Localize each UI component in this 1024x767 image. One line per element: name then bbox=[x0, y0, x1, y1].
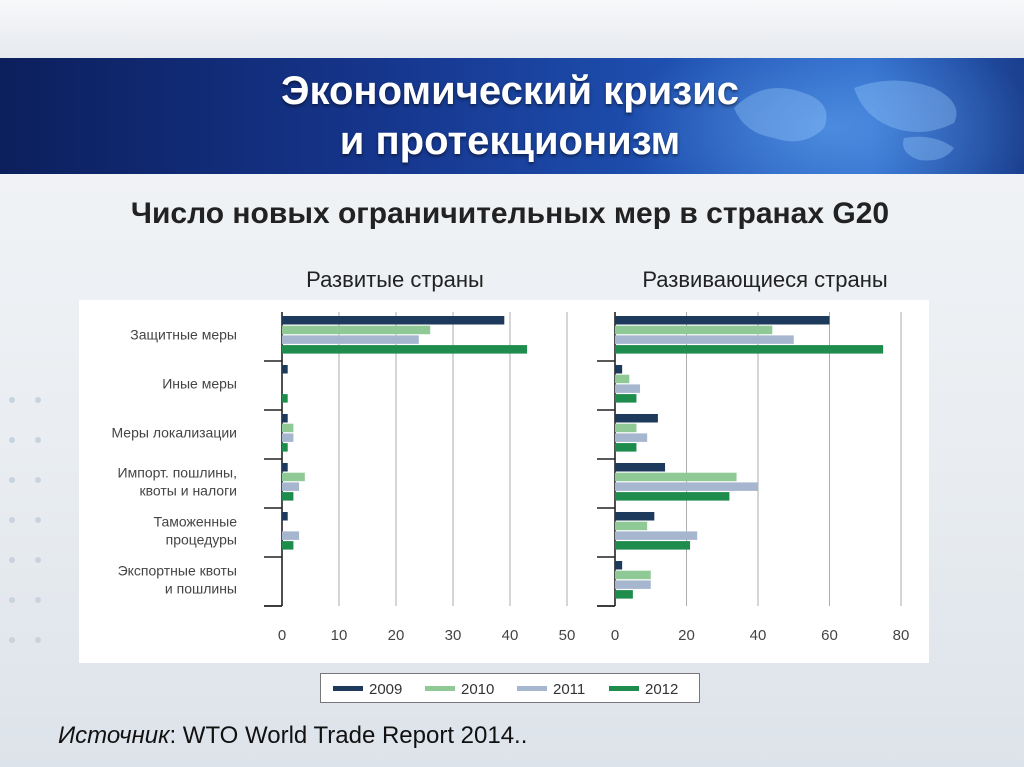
category-label-line: квоты и налоги bbox=[139, 483, 237, 499]
x-tick-label: 20 bbox=[678, 627, 695, 644]
bar-2012 bbox=[615, 345, 884, 354]
bar-2012 bbox=[615, 590, 633, 599]
panel-title-developing: Развивающиеся страны bbox=[642, 267, 888, 292]
category-label: Экспортные квоты и пошлины bbox=[118, 563, 237, 597]
source-text: : WTO World Trade Report 2014.. bbox=[169, 722, 528, 749]
banner-glow bbox=[620, 58, 1024, 174]
bar-2011 bbox=[615, 335, 794, 344]
category-label: Таможенные процедуры bbox=[154, 514, 238, 548]
x-tick-label: 20 bbox=[388, 627, 405, 644]
category-label-line: и пошлины bbox=[165, 581, 237, 597]
bar-2009 bbox=[282, 316, 505, 325]
bar-2011 bbox=[282, 482, 300, 491]
bar-2010 bbox=[282, 472, 305, 482]
legend-swatch-2010 bbox=[425, 686, 455, 691]
bar-2010 bbox=[282, 423, 294, 433]
bar-2009 bbox=[615, 463, 666, 472]
chart-title: Число новых ограничительных мер в страна… bbox=[130, 197, 890, 230]
title-banner bbox=[0, 58, 1024, 174]
bar-2010 bbox=[615, 570, 651, 580]
category-label: Импорт. пошлины, квоты и налоги bbox=[118, 465, 237, 499]
legend-label-2011: 2011 bbox=[553, 681, 585, 698]
bar-2009 bbox=[615, 365, 623, 374]
bar-2012 bbox=[615, 394, 637, 403]
bar-2010 bbox=[615, 325, 773, 335]
bar-2012 bbox=[615, 443, 637, 452]
bar-2009 bbox=[282, 463, 288, 472]
category-label-line: Меры локализации bbox=[111, 425, 237, 441]
x-tick-label: 0 bbox=[611, 627, 619, 644]
bar-2012 bbox=[282, 345, 528, 354]
bar-2009 bbox=[615, 316, 830, 325]
legend: 2009 2010 2011 2012 bbox=[320, 673, 700, 703]
decorative-dots bbox=[9, 397, 41, 643]
bar-2009 bbox=[282, 414, 288, 423]
chart-area: Защитные меры Иные меры Меры локализации Им… bbox=[79, 300, 929, 663]
category-label: Защитные меры bbox=[130, 327, 237, 343]
source-label: Источник bbox=[58, 722, 170, 749]
bar-chart: Защитные меры Иные меры Меры локализации Им… bbox=[111, 312, 910, 644]
bar-2012 bbox=[615, 541, 691, 550]
bar-2009 bbox=[615, 512, 655, 521]
category-label-line: процедуры bbox=[166, 532, 237, 548]
bar-2010 bbox=[615, 374, 630, 384]
bar-2012 bbox=[282, 394, 288, 403]
legend-swatch-2012 bbox=[609, 686, 639, 691]
category-label-line: Защитные меры bbox=[130, 327, 237, 343]
bar-2012 bbox=[282, 541, 294, 550]
panel-title-developed: Развитые страны bbox=[306, 267, 484, 292]
category-label-line: Иные меры bbox=[162, 376, 237, 392]
bar-2009 bbox=[282, 365, 288, 374]
x-tick-label: 0 bbox=[278, 627, 286, 644]
slide-title-line-2: и протекционизм bbox=[339, 119, 681, 163]
bar-2011 bbox=[615, 580, 651, 589]
x-tick-label: 10 bbox=[331, 627, 348, 644]
bar-2012 bbox=[615, 492, 730, 501]
legend-label-2009: 2009 bbox=[369, 681, 402, 698]
bar-2009 bbox=[282, 512, 288, 521]
bar-2010 bbox=[282, 325, 431, 335]
legend-swatch-2011 bbox=[517, 686, 547, 691]
top-strip bbox=[0, 0, 1024, 58]
bar-2011 bbox=[615, 384, 641, 393]
bar-2010 bbox=[615, 521, 648, 531]
bar-2010 bbox=[615, 423, 637, 433]
category-label-line: Таможенные bbox=[154, 514, 238, 530]
world-map-icon bbox=[734, 80, 957, 161]
category-label: Иные меры bbox=[162, 376, 237, 392]
bar-2012 bbox=[282, 492, 294, 501]
x-tick-label: 40 bbox=[750, 627, 767, 644]
legend-swatch-2009 bbox=[333, 686, 363, 691]
bar-2011 bbox=[615, 433, 648, 442]
x-tick-label: 50 bbox=[559, 627, 576, 644]
bar-2011 bbox=[615, 482, 758, 491]
bar-2009 bbox=[615, 561, 623, 570]
slide-title: Экономический кризис и протекционизм bbox=[180, 66, 840, 166]
bar-2011 bbox=[282, 335, 419, 344]
slide-title-line-1: Экономический кризис bbox=[281, 69, 739, 113]
bar-2011 bbox=[282, 531, 300, 540]
bar-2010 bbox=[615, 472, 737, 482]
legend-label-2010: 2010 bbox=[461, 681, 494, 698]
bar-2011 bbox=[282, 433, 294, 442]
x-tick-label: 40 bbox=[502, 627, 519, 644]
x-tick-label: 30 bbox=[445, 627, 462, 644]
category-label: Меры локализации bbox=[111, 425, 237, 441]
bar-2011 bbox=[615, 531, 698, 540]
x-tick-label: 80 bbox=[893, 627, 910, 644]
x-tick-label: 60 bbox=[821, 627, 838, 644]
legend-items: 2009 2010 2011 2012 bbox=[333, 681, 678, 698]
bar-2009 bbox=[615, 414, 658, 423]
legend-label-2012: 2012 bbox=[645, 681, 678, 698]
bar-2012 bbox=[282, 443, 288, 452]
category-label-line: Импорт. пошлины, bbox=[118, 465, 237, 481]
source-note: Источник: WTO World Trade Report 2014.. bbox=[58, 722, 527, 750]
category-label-line: Экспортные квоты bbox=[118, 563, 237, 579]
